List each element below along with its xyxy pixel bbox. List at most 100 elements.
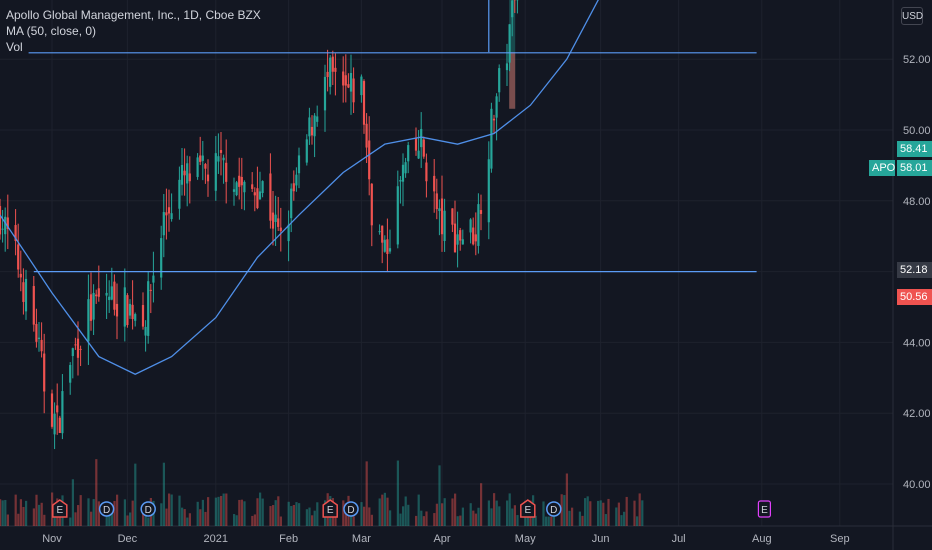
low-marker-price-tag: 50.56 xyxy=(897,289,932,305)
volume-bar xyxy=(183,509,186,526)
candle-body xyxy=(474,234,477,242)
volume-bar xyxy=(298,503,301,526)
volume-bar xyxy=(586,496,589,526)
candle-body xyxy=(368,140,371,180)
candle-body xyxy=(334,67,337,72)
candle-body xyxy=(71,348,74,357)
volume-indicator-label[interactable]: Vol xyxy=(6,40,23,54)
candle-body xyxy=(87,299,90,342)
moving-average-line xyxy=(0,0,599,375)
volume-bar xyxy=(160,503,163,526)
volume-bar xyxy=(550,516,553,526)
volume-bar xyxy=(365,461,368,526)
volume-bar xyxy=(40,502,43,526)
volume-bar xyxy=(71,479,74,526)
candle-body xyxy=(258,191,262,200)
volume-bar xyxy=(90,511,93,526)
volume-bar xyxy=(490,508,493,526)
currency-button[interactable]: USD xyxy=(901,7,923,25)
time-axis-tick-label: Mar xyxy=(352,533,371,545)
time-axis-tick-label: Apr xyxy=(433,533,450,545)
ma-indicator-label[interactable]: MA (50, close, 0) xyxy=(6,24,97,38)
candle-body xyxy=(349,73,353,92)
candle-body xyxy=(43,353,46,392)
candle-body xyxy=(388,248,392,252)
candle-body xyxy=(495,96,498,118)
volume-bar xyxy=(214,497,217,526)
volume-bar xyxy=(19,499,22,526)
candle-body xyxy=(365,123,368,148)
volume-bar xyxy=(615,507,618,526)
volume-bar xyxy=(584,498,587,526)
chart-legend: Apollo Global Management, Inc., 1D, Cboe… xyxy=(6,7,261,55)
candle-body xyxy=(105,292,108,296)
volume-bar xyxy=(316,502,319,526)
time-axis-tick-label: Dec xyxy=(118,533,138,545)
earnings-marker: E xyxy=(757,500,772,518)
volume-bar xyxy=(243,501,246,526)
chart-title: Apollo Global Management, Inc., 1D, Cboe… xyxy=(6,8,261,22)
candle-body xyxy=(277,218,280,227)
volume-bar xyxy=(435,503,438,526)
volume-bar xyxy=(32,508,35,526)
volume-bar xyxy=(623,511,626,526)
candle-body xyxy=(274,214,277,222)
candle-body xyxy=(162,212,165,236)
candle-body xyxy=(453,223,457,253)
volume-bar xyxy=(77,505,80,526)
candle-body xyxy=(126,295,129,326)
volume-bar xyxy=(207,497,210,526)
candle-body xyxy=(214,153,217,191)
volume-bar xyxy=(295,502,298,526)
dividend-marker: D xyxy=(98,501,115,517)
candle-body xyxy=(316,116,319,122)
candle-body xyxy=(201,155,204,161)
candle-body xyxy=(477,204,480,246)
volume-bar xyxy=(363,506,366,526)
candle-body xyxy=(511,0,514,18)
volume-bar xyxy=(87,498,90,526)
candle-body xyxy=(61,391,64,434)
candle-body xyxy=(492,118,496,121)
event-marker-label: E xyxy=(56,505,63,516)
event-marker-label: D xyxy=(145,505,152,516)
candle-body xyxy=(40,339,43,352)
dividend-marker: D xyxy=(343,501,359,517)
volume-bar xyxy=(386,497,389,526)
candle-body xyxy=(232,189,236,192)
upcoming-earnings-icon xyxy=(757,500,772,518)
dividend-icon xyxy=(98,501,115,517)
volume-bar xyxy=(178,495,181,526)
candle-body xyxy=(417,150,420,159)
candle-body xyxy=(469,219,472,233)
earnings-icon xyxy=(52,499,68,518)
candle-body xyxy=(323,76,327,111)
volume-bar xyxy=(131,500,134,526)
volume-bar xyxy=(578,511,581,526)
candle-body xyxy=(240,176,243,186)
volume-bar xyxy=(516,515,519,526)
volume-bar xyxy=(4,500,7,526)
volume-bar xyxy=(305,509,308,526)
volume-bar xyxy=(571,507,574,526)
volume-bar xyxy=(38,504,41,526)
highlight-bar-lower xyxy=(509,52,516,109)
event-marker-label: E xyxy=(761,505,768,516)
candle-body xyxy=(131,304,134,320)
candle-body xyxy=(56,405,59,413)
volume-bar xyxy=(568,510,571,526)
volume-bar xyxy=(506,500,509,526)
top-line-price-tag: 58.41 xyxy=(897,141,932,157)
volume-bar xyxy=(287,501,290,526)
volume-bar xyxy=(399,513,402,526)
time-axis-tick-label: Aug xyxy=(752,533,772,545)
candle-body xyxy=(451,208,454,225)
time-axis-tick-label: Nov xyxy=(42,533,62,545)
price-axis-tick-label: 42.00 xyxy=(903,408,931,420)
time-axis-tick-label: Jun xyxy=(592,533,610,545)
dividend-icon xyxy=(140,501,156,517)
volume-bar xyxy=(256,498,259,526)
candle-body xyxy=(292,183,295,192)
